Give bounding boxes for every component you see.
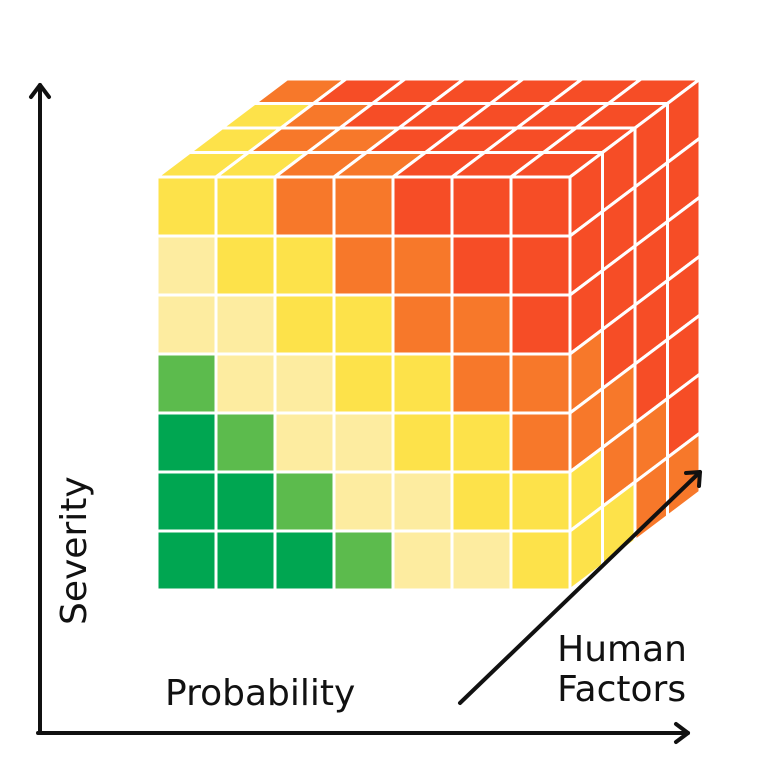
front-face-cell xyxy=(214,529,277,592)
front-face-cell xyxy=(450,293,513,356)
human-factors-axis-label: Human Factors xyxy=(557,630,687,710)
front-face-cell xyxy=(509,411,572,474)
severity-axis-label: Severity xyxy=(54,476,95,625)
front-face-cell xyxy=(273,352,336,415)
severity-arrowhead-icon xyxy=(29,83,51,99)
front-face-cell xyxy=(332,234,395,297)
front-face-cell xyxy=(509,352,572,415)
front-face-cell xyxy=(155,352,218,415)
front-face-cell xyxy=(450,470,513,533)
front-face-cell xyxy=(450,411,513,474)
front-face-cell xyxy=(391,352,454,415)
front-face-cell xyxy=(450,352,513,415)
front-face-cell xyxy=(155,234,218,297)
front-face-cell xyxy=(450,175,513,238)
probability-arrowhead-icon xyxy=(674,722,690,744)
front-face-cell xyxy=(391,529,454,592)
front-face-cell xyxy=(155,529,218,592)
human-factors-axis-line xyxy=(458,470,702,705)
front-face-cell xyxy=(391,234,454,297)
front-face-cell xyxy=(391,470,454,533)
front-face-cell xyxy=(332,293,395,356)
front-face-cell xyxy=(332,352,395,415)
front-face-cell xyxy=(332,470,395,533)
front-face-cell xyxy=(214,411,277,474)
probability-axis-label: Probability xyxy=(165,673,356,714)
front-face-cell xyxy=(273,175,336,238)
front-face-cell xyxy=(214,234,277,297)
front-face-cell xyxy=(509,175,572,238)
front-face-cell xyxy=(273,529,336,592)
front-face-cell xyxy=(214,352,277,415)
front-face-cell xyxy=(391,411,454,474)
front-face-cell xyxy=(391,293,454,356)
front-face-cell xyxy=(214,293,277,356)
human-factors-label-line1: Human xyxy=(557,629,687,670)
front-face-cell xyxy=(155,175,218,238)
front-face-cell xyxy=(273,470,336,533)
front-face-cell xyxy=(509,529,572,592)
front-face-cell xyxy=(155,411,218,474)
front-face-cell xyxy=(332,411,395,474)
front-face-cell xyxy=(155,470,218,533)
axes xyxy=(29,83,702,744)
front-face-cell xyxy=(214,175,277,238)
front-face-cell xyxy=(332,529,395,592)
front-face-cell xyxy=(273,411,336,474)
front-face-cell xyxy=(332,175,395,238)
front-face-cell xyxy=(509,470,572,533)
front-face-cell xyxy=(273,293,336,356)
front-face-cell xyxy=(450,529,513,592)
front-face-cell xyxy=(214,470,277,533)
human-factors-arrowhead-icon xyxy=(684,470,702,488)
front-face-cell xyxy=(450,234,513,297)
front-face-cell xyxy=(509,293,572,356)
human-factors-label-line2: Factors xyxy=(557,669,687,710)
front-face-cell xyxy=(273,234,336,297)
front-face-cell xyxy=(391,175,454,238)
risk-cube xyxy=(152,75,705,594)
front-face-cell xyxy=(509,234,572,297)
front-face-cell xyxy=(155,293,218,356)
